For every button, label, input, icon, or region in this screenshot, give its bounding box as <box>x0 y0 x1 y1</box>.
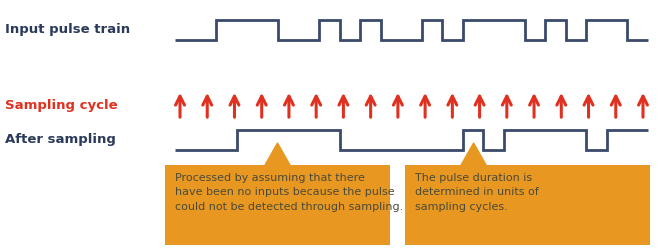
Text: Processed by assuming that there
have been no inputs because the pulse
could not: Processed by assuming that there have be… <box>175 173 403 212</box>
Text: Input pulse train: Input pulse train <box>5 24 130 36</box>
Text: After sampling: After sampling <box>5 134 116 146</box>
Text: Sampling cycle: Sampling cycle <box>5 98 117 112</box>
Polygon shape <box>265 143 290 165</box>
Polygon shape <box>461 143 486 165</box>
Bar <box>165 165 390 245</box>
Text: The pulse duration is
determined in units of
sampling cycles.: The pulse duration is determined in unit… <box>415 173 539 212</box>
Bar <box>405 165 650 245</box>
